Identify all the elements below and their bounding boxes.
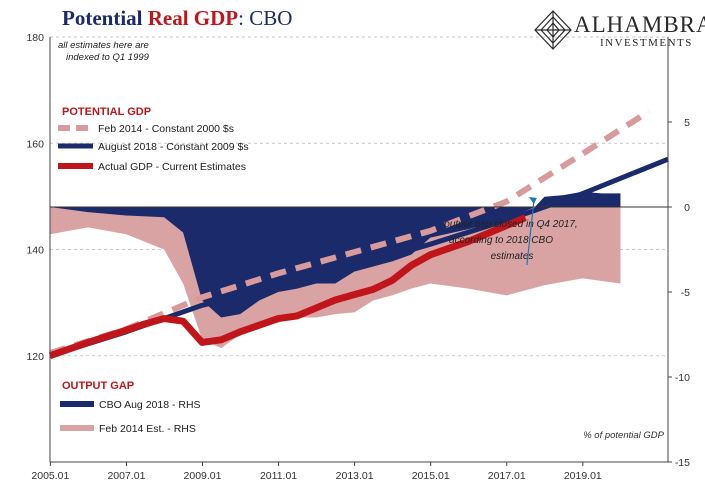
logo-subtitle: INVESTMENTS bbox=[600, 37, 693, 49]
chart-title: Potential Real GDP: CBO bbox=[62, 6, 292, 31]
annotation-line: estimates bbox=[491, 251, 534, 262]
x-tick-label: 2005.01 bbox=[31, 470, 69, 482]
right-tick-label: 0 bbox=[684, 202, 690, 214]
right-axis-label: % of potential GDP bbox=[583, 430, 664, 441]
legend-top-item: Feb 2014 - Constant 2000 $s bbox=[98, 123, 234, 135]
right-tick-label: -10 bbox=[675, 372, 690, 384]
right-tick-label: -15 bbox=[675, 457, 690, 469]
legend-bottom-swatch bbox=[60, 401, 94, 407]
title-part-2: Real GDP bbox=[147, 6, 239, 30]
chart-note-line1: all estimates here are bbox=[58, 40, 149, 51]
legend-bottom-swatch bbox=[60, 425, 94, 431]
x-tick-label: 2015.01 bbox=[412, 470, 450, 482]
right-tick-label: -5 bbox=[681, 287, 690, 299]
legend-bottom-heading: OUTPUT GAP bbox=[62, 380, 134, 392]
legend-top-heading: POTENTIAL GDP bbox=[62, 106, 151, 118]
annotation-line: output gap closed in Q4 2017, bbox=[444, 219, 577, 230]
logo-name: ALHAMBRA bbox=[574, 12, 705, 37]
left-tick-label: 180 bbox=[26, 32, 44, 44]
x-tick-label: 2011.01 bbox=[260, 470, 297, 482]
right-tick-label: 5 bbox=[684, 117, 690, 129]
x-tick-label: 2007.01 bbox=[107, 470, 145, 482]
alhambra-logo: ALHAMBRA INVESTMENTS bbox=[534, 10, 705, 54]
series-actual-gdp-line bbox=[48, 214, 527, 360]
legend-bottom-item: CBO Aug 2018 - RHS bbox=[99, 399, 201, 411]
title-part-3: : CBO bbox=[238, 6, 293, 30]
logo-icon bbox=[534, 10, 572, 50]
annotation-arrow-head bbox=[528, 197, 537, 204]
left-tick-label: 120 bbox=[26, 351, 44, 363]
legend-bottom-item: Feb 2014 Est. - RHS bbox=[99, 423, 196, 435]
x-tick-label: 2017.01 bbox=[488, 470, 526, 482]
x-tick-label: 2009.01 bbox=[184, 470, 222, 482]
legend-top-item: August 2018 - Constant 2009 $s bbox=[98, 141, 249, 153]
x-tick-label: 2019.01 bbox=[564, 470, 602, 482]
title-part-1: Potential bbox=[62, 6, 148, 30]
left-tick-label: 160 bbox=[26, 138, 44, 150]
annotation-arrow-shaft bbox=[526, 200, 535, 266]
chart-note-line2: indexed to Q1 1999 bbox=[66, 52, 150, 63]
annotation-line: according to 2018 CBO bbox=[449, 235, 553, 246]
legend-top-item: Actual GDP - Current Estimates bbox=[98, 161, 246, 173]
x-tick-label: 2013.01 bbox=[336, 470, 374, 482]
left-tick-label: 140 bbox=[26, 245, 44, 257]
